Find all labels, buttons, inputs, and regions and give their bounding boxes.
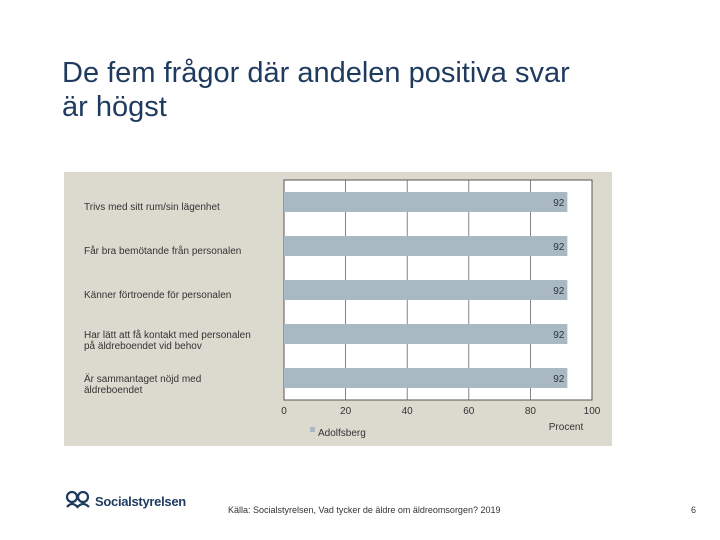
source-note: Källa: Socialstyrelsen, Vad tycker de äl… bbox=[228, 505, 501, 515]
data-label: 92 bbox=[553, 198, 565, 209]
data-label: 92 bbox=[553, 286, 565, 297]
category-label: Är sammantaget nöjd med bbox=[84, 373, 201, 385]
title-line-2: är högst bbox=[62, 91, 167, 123]
data-label: 92 bbox=[553, 330, 565, 341]
socialstyrelsen-logo: Socialstyrelsen bbox=[64, 488, 186, 514]
category-label: på äldreboendet vid behov bbox=[84, 340, 202, 352]
data-label: 92 bbox=[553, 242, 565, 253]
category-label: Trivs med sitt rum/sin lägenhet bbox=[84, 202, 220, 213]
x-tick-label: 0 bbox=[281, 406, 287, 417]
x-axis-title: Procent bbox=[549, 422, 584, 433]
legend-label: Adolfsberg bbox=[318, 428, 366, 439]
data-label: 92 bbox=[553, 374, 565, 385]
bar bbox=[284, 280, 568, 300]
x-tick-label: 40 bbox=[402, 406, 414, 417]
chart-container: 0 20 40 60 80 100 92 Trivs med sitt rum/sin läg… bbox=[64, 172, 612, 446]
category-label: Känner förtroende för personalen bbox=[84, 290, 231, 301]
x-tick-label: 80 bbox=[525, 406, 537, 417]
title-line-1: De fem frågor där andelen positiva svar bbox=[62, 57, 570, 89]
logo-text: Socialstyrelsen bbox=[95, 493, 186, 509]
bar bbox=[284, 236, 568, 256]
bar-chart: 0 20 40 60 80 100 92 Trivs med sitt rum/sin läg… bbox=[84, 179, 601, 439]
page-number: 6 bbox=[691, 505, 697, 515]
slide-title: De fem frågor där andelen positiva svar … bbox=[62, 56, 702, 124]
bar bbox=[284, 192, 568, 212]
logo-emblem-icon bbox=[65, 490, 90, 509]
legend-swatch bbox=[310, 427, 315, 432]
category-label: äldreboendet bbox=[84, 385, 143, 396]
category-label: Får bra bemötande från personalen bbox=[84, 245, 241, 257]
bar bbox=[284, 324, 568, 344]
x-tick-label: 100 bbox=[584, 406, 601, 417]
category-label: Har lätt att få kontakt med personalen bbox=[84, 329, 251, 341]
x-tick-label: 60 bbox=[463, 406, 475, 417]
bar bbox=[284, 368, 568, 388]
x-tick-label: 20 bbox=[340, 406, 352, 417]
